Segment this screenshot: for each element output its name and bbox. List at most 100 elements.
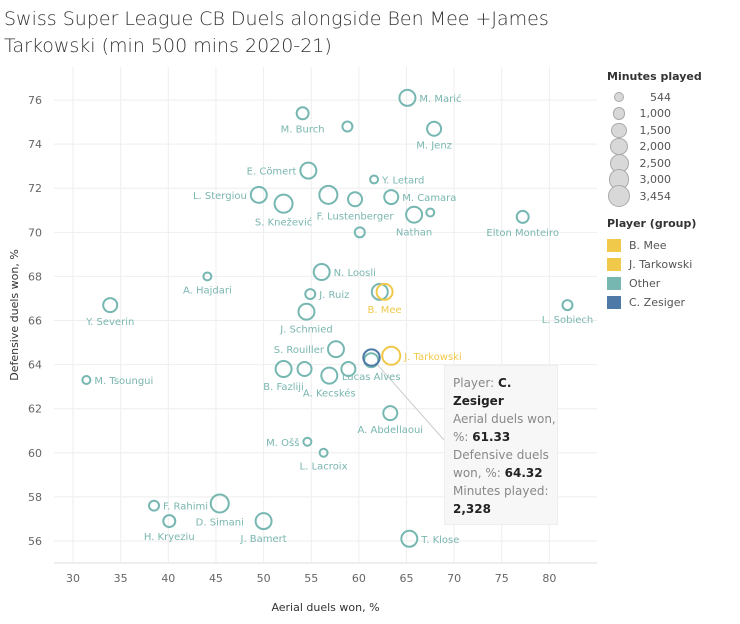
point-label: M. Tsoungui: [94, 376, 153, 387]
tooltip-player-label: Player:: [453, 376, 495, 390]
data-point: [102, 297, 119, 314]
point-label: E. Cömert: [247, 167, 297, 178]
data-point: [148, 499, 161, 512]
data-point: [340, 361, 357, 378]
size-label: 1,500: [639, 123, 672, 137]
point-label: H. Kryeziu: [144, 532, 195, 543]
x-tick-label: 80: [542, 572, 556, 585]
data-point: [297, 302, 316, 321]
y-tick-label: 66: [28, 315, 42, 328]
x-tick-label: 45: [209, 572, 223, 585]
data-point: [249, 185, 268, 204]
point-label: N. Loosli: [334, 268, 376, 279]
data-point: [370, 282, 389, 301]
data-point: [162, 514, 177, 529]
tooltip-aerial-label: Aerial duels won, %:: [453, 412, 556, 444]
y-tick-label: 60: [28, 447, 42, 460]
size-legend-item: 3,454: [607, 185, 702, 208]
group-label: B. Mee: [629, 238, 667, 252]
point-label: Y. Severin: [85, 317, 134, 328]
y-tick-label: 62: [28, 403, 42, 416]
x-tick-label: 70: [447, 572, 461, 585]
point-label: J. Schmied: [279, 325, 333, 336]
point-label: A. Hajdari: [183, 285, 232, 296]
data-point: [353, 226, 366, 239]
data-point: [561, 299, 574, 312]
size-circle-icon: [612, 107, 626, 121]
color-legend-item[interactable]: J. Tarkowski: [607, 255, 702, 274]
data-point: [318, 184, 339, 205]
size-label: 2,500: [639, 156, 672, 170]
y-tick-label: 56: [28, 535, 42, 548]
size-label: 3,454: [639, 189, 672, 203]
size-circle-icon: [614, 92, 624, 103]
point-label: A. Abdellaoui: [357, 425, 423, 436]
data-point: [254, 512, 273, 531]
point-label: T. Klose: [420, 535, 459, 546]
color-legend-item[interactable]: Other: [607, 274, 702, 293]
group-label: J. Tarkowski: [629, 257, 693, 271]
data-point: [209, 493, 230, 514]
data-point: [81, 375, 92, 386]
data-point: [295, 106, 310, 121]
data-point: [381, 345, 402, 366]
y-tick-label: 72: [28, 182, 42, 195]
size-legend-item: 3,000: [607, 169, 702, 191]
point-label: Nathan: [396, 228, 432, 239]
x-tick-label: 55: [304, 572, 318, 585]
point-label: B. Fazliji: [263, 382, 304, 393]
x-tick-label: 60: [352, 572, 366, 585]
point-label: A. Kecskés: [303, 388, 356, 400]
x-tick-label: 30: [66, 572, 80, 585]
y-tick-label: 58: [28, 491, 42, 504]
color-legend-item[interactable]: B. Mee: [607, 236, 702, 255]
data-point: [426, 120, 443, 137]
data-point: [273, 193, 294, 214]
size-legend-item: 1,000: [607, 106, 702, 123]
tooltip-aerial-value: 61.33: [472, 430, 511, 444]
data-point: [320, 366, 339, 385]
tooltip-connector: [375, 362, 445, 441]
color-legend-title: Player (group): [607, 216, 697, 230]
data-point: [326, 340, 345, 359]
legend: Minutes played 544 1,000 1,500 2,000 2,500 3,…: [607, 70, 702, 312]
group-label: C. Zesiger: [629, 295, 686, 309]
data-point: [304, 288, 317, 301]
x-tick-label: 35: [114, 572, 128, 585]
data-point: [369, 174, 380, 185]
y-tick-label: 74: [28, 138, 42, 151]
color-legend-item[interactable]: C. Zesiger: [607, 293, 702, 312]
point-label: F. Lustenberger: [317, 211, 395, 222]
point-label: M. Jenz: [416, 141, 452, 152]
point-label: S. Knežević: [255, 217, 312, 229]
size-label: 2,000: [639, 140, 672, 154]
y-tick-label: 64: [28, 359, 42, 372]
point-label: L. Sobiech: [542, 315, 594, 326]
size-label: 3,000: [639, 173, 672, 187]
x-tick-label: 65: [399, 572, 413, 585]
data-point: [202, 271, 213, 282]
data-point: [341, 120, 354, 133]
group-label: Other: [629, 276, 661, 290]
data-point: [312, 263, 331, 281]
color-swatch-icon: [607, 276, 621, 290]
point-label: Y. Letard: [381, 175, 424, 186]
color-swatch-icon: [607, 257, 621, 271]
data-point: [405, 205, 424, 224]
x-tick-label: 75: [495, 572, 509, 585]
size-label: 1,000: [639, 107, 672, 121]
data-point: [318, 447, 329, 458]
point-label: M. Camara: [402, 193, 456, 204]
size-legend-item: 1,500: [607, 122, 702, 139]
color-swatch-icon: [607, 295, 621, 309]
tooltip-player-value: C. Zesiger: [453, 376, 512, 408]
chart-title: Swiss Super League CB Duels alongside Be…: [4, 8, 549, 57]
tooltip: Player: C. Zesiger Aerial duels won, %: …: [444, 365, 558, 525]
point-label: J. Bamert: [239, 534, 286, 545]
size-label: 544: [650, 90, 671, 104]
point-label: M. Ošš: [266, 437, 299, 449]
point-label: F. Rahimi: [163, 502, 208, 513]
size-legend-item: 2,000: [607, 138, 702, 156]
x-axis-title: Aerial duels won, %: [271, 601, 379, 614]
size-circle-icon: [608, 185, 630, 208]
